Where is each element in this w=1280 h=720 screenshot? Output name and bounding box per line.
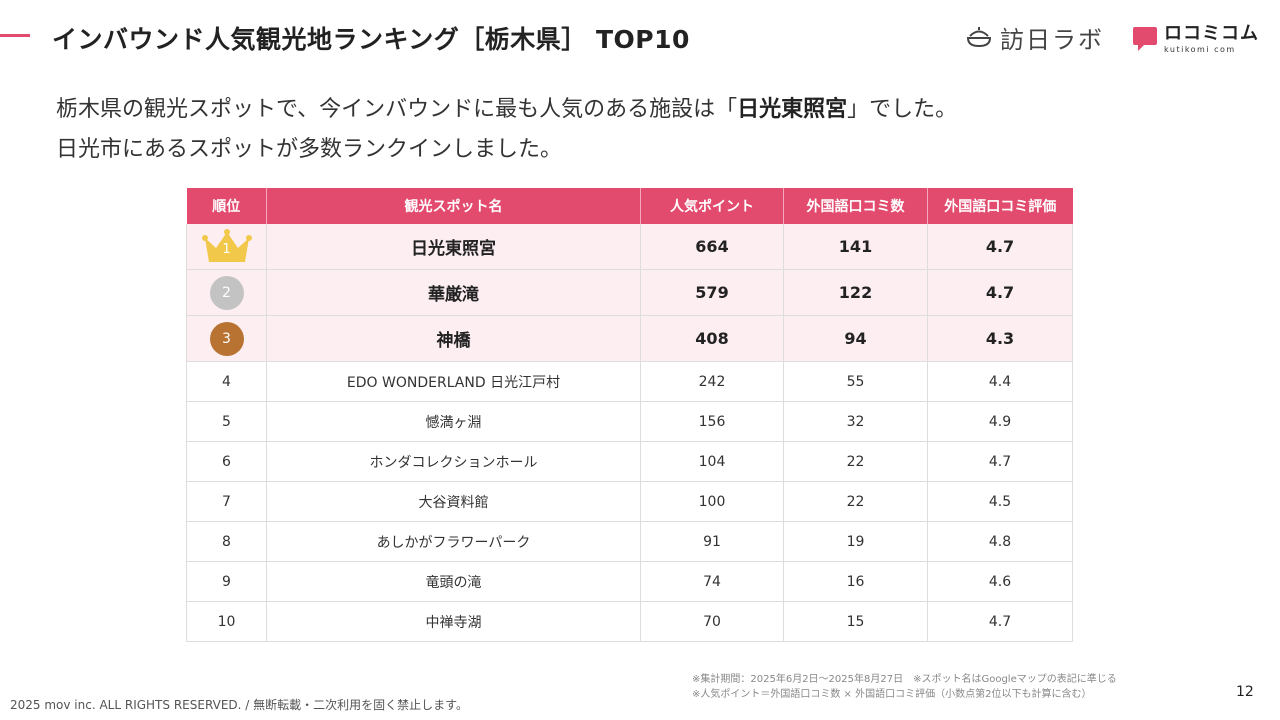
rank-cell: 5 (186, 401, 267, 442)
review-rating: 4.7 (927, 601, 1073, 642)
review-count: 15 (783, 601, 928, 642)
rank-cell: 9 (186, 561, 267, 602)
review-rating: 4.4 (927, 361, 1073, 402)
review-rating: 4.5 (927, 481, 1073, 522)
spot-name: 華厳滝 (266, 269, 641, 316)
table-row: 8 あしかがフラワーパーク 91 19 4.8 (186, 521, 1073, 562)
houjin-lab-logo: 訪日ラボ (966, 20, 1104, 54)
intro-text: 栃木県の観光スポットで、今インバウンドに最も人気のある施設は「日光東照宮」でした… (56, 90, 957, 170)
spot-name: 憾満ヶ淵 (266, 401, 641, 442)
bowl-icon (966, 27, 992, 48)
popularity-points: 579 (640, 269, 784, 316)
rank-cell: 7 (186, 481, 267, 522)
review-rating: 4.7 (927, 224, 1073, 270)
table-row: 9 竜頭の滝 74 16 4.6 (186, 561, 1073, 602)
table-row: 3 神橋 408 94 4.3 (186, 315, 1073, 362)
page-number: 12 (1236, 684, 1254, 700)
spot-name: 日光東照宮 (266, 224, 641, 270)
review-count: 94 (783, 315, 928, 362)
rank-cell: 6 (186, 441, 267, 482)
bronze-medal-icon: 3 (209, 321, 244, 356)
rank-cell: 4 (186, 361, 267, 402)
kuchikomi-logo: ロコミコム kutikomi com (1132, 22, 1259, 56)
spot-name: 竜頭の滝 (266, 561, 641, 602)
intro-line-2: 日光市にあるスポットが多数ランクインしました。 (56, 137, 563, 162)
popularity-points: 664 (640, 224, 784, 270)
table-row: 7 大谷資料館 100 22 4.5 (186, 481, 1073, 522)
review-count: 122 (783, 269, 928, 316)
spot-name: EDO WONDERLAND 日光江戸村 (266, 361, 641, 402)
rank-cell: 8 (186, 521, 267, 562)
table-row: 6 ホンダコレクションホール 104 22 4.7 (186, 441, 1073, 482)
review-count: 16 (783, 561, 928, 602)
spot-name: 大谷資料館 (266, 481, 641, 522)
popularity-points: 91 (640, 521, 784, 562)
rank-cell: 1 (186, 224, 267, 270)
ranking-table: 順位 観光スポット名 人気ポイント 外国語口コミ数 外国語口コミ評価 1 日 (186, 188, 1073, 642)
table-row: 10 中禅寺湖 70 15 4.7 (186, 601, 1073, 642)
spot-name: あしかがフラワーパーク (266, 521, 641, 562)
silver-medal-icon: 2 (209, 275, 244, 310)
column-header-rating: 外国語口コミ評価 (927, 188, 1073, 224)
rank-number: 1 (222, 241, 231, 257)
chat-bubble-icon (1133, 27, 1157, 51)
review-count: 22 (783, 441, 928, 482)
intro-line-1: 栃木県の観光スポットで、今インバウンドに最も人気のある施設は「日光東照宮」でした… (56, 97, 958, 122)
table-row: 2 華厳滝 579 122 4.7 (186, 269, 1073, 316)
popularity-points: 104 (640, 441, 784, 482)
review-rating: 4.7 (927, 269, 1073, 316)
review-rating: 4.7 (927, 441, 1073, 482)
review-rating: 4.3 (927, 315, 1073, 362)
popularity-points: 74 (640, 561, 784, 602)
footnotes: ※集計期間：2025年6月2日〜2025年8月27日 ※スポット名はGoogle… (692, 672, 1117, 702)
review-rating: 4.8 (927, 521, 1073, 562)
review-count: 19 (783, 521, 928, 562)
table-row: 4 EDO WONDERLAND 日光江戸村 242 55 4.4 (186, 361, 1073, 402)
review-rating: 4.6 (927, 561, 1073, 602)
kuchikomi-wordmark: ロコミコム (1164, 22, 1259, 44)
spot-name: ホンダコレクションホール (266, 441, 641, 482)
popularity-points: 408 (640, 315, 784, 362)
review-count: 22 (783, 481, 928, 522)
table-row: 1 日光東照宮 664 141 4.7 (186, 224, 1073, 270)
spot-name: 中禅寺湖 (266, 601, 641, 642)
popularity-points: 70 (640, 601, 784, 642)
review-count: 141 (783, 224, 928, 270)
table-row: 5 憾満ヶ淵 156 32 4.9 (186, 401, 1073, 442)
houjin-lab-wordmark: 訪日ラボ (1000, 25, 1104, 54)
review-count: 32 (783, 401, 928, 442)
column-header-rank: 順位 (186, 188, 267, 224)
kuchikomi-subtitle: kutikomi com (1164, 44, 1236, 54)
popularity-points: 242 (640, 361, 784, 402)
gold-crown-icon: 1 (201, 228, 253, 266)
popularity-points: 100 (640, 481, 784, 522)
popularity-points: 156 (640, 401, 784, 442)
table-header-row: 順位 観光スポット名 人気ポイント 外国語口コミ数 外国語口コミ評価 (186, 188, 1073, 224)
intro-highlight: 日光東照宮 (737, 97, 848, 122)
rank-cell: 2 (186, 269, 267, 316)
rank-cell: 10 (186, 601, 267, 642)
column-header-points: 人気ポイント (640, 188, 784, 224)
review-rating: 4.9 (927, 401, 1073, 442)
page-title: インバウンド人気観光地ランキング［栃木県］ TOP10 (52, 25, 690, 54)
review-count: 55 (783, 361, 928, 402)
column-header-reviews: 外国語口コミ数 (783, 188, 928, 224)
column-header-spot: 観光スポット名 (266, 188, 641, 224)
footnote-period: ※集計期間：2025年6月2日〜2025年8月27日 ※スポット名はGoogle… (692, 674, 1117, 685)
spot-name: 神橋 (266, 315, 641, 362)
footnote-formula: ※人気ポイント＝外国語口コミ数 × 外国語口コミ評価（小数点第2位以下も計算に含… (692, 689, 1092, 700)
copyright-footer: 2025 mov inc. ALL RIGHTS RESERVED. / 無断転… (10, 698, 468, 712)
rank-cell: 3 (186, 315, 267, 362)
title-accent-line (0, 34, 30, 37)
